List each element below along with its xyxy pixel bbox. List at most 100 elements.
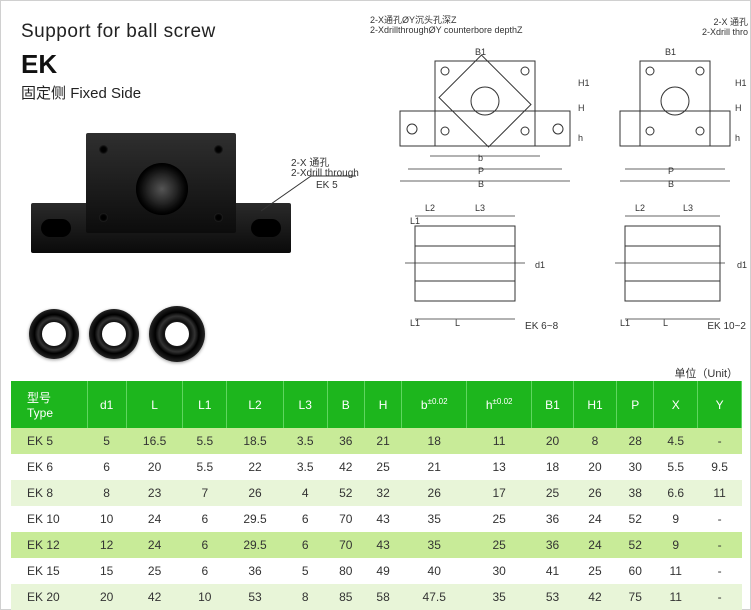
svg-text:P: P <box>478 166 484 176</box>
cell: 24 <box>573 506 616 532</box>
svg-text:B: B <box>668 179 674 189</box>
cell: 13 <box>467 454 532 480</box>
cell: 25 <box>467 506 532 532</box>
table-row: EK 5516.55.518.53.536211811208284.5- <box>11 428 742 454</box>
cell: 8 <box>87 480 126 506</box>
cell-type: EK 5 <box>11 428 87 454</box>
cell: 6 <box>183 506 227 532</box>
cell: 3.5 <box>283 454 327 480</box>
cell: 36 <box>532 506 574 532</box>
cell: 6 <box>87 454 126 480</box>
cell: 6 <box>283 506 327 532</box>
cell: 7 <box>183 480 227 506</box>
col-B1: B1 <box>532 381 574 428</box>
cell: 18 <box>532 454 574 480</box>
cell: 30 <box>467 558 532 584</box>
cell: 52 <box>617 532 654 558</box>
cell: 24 <box>126 532 183 558</box>
col-B: B <box>327 381 364 428</box>
cell: 9 <box>654 506 698 532</box>
table-row: EK 66205.5223.5422521131820305.59.5 <box>11 454 742 480</box>
svg-text:B1: B1 <box>475 47 486 57</box>
cell-type: EK 6 <box>11 454 87 480</box>
dimension-table: 型号Typed1LL1L2L3BHb±0.02h±0.02B1H1PXY EK … <box>11 381 742 610</box>
bracket-render <box>31 133 291 253</box>
col-type: 型号Type <box>11 381 87 428</box>
svg-text:L3: L3 <box>683 203 693 213</box>
svg-text:b: b <box>478 153 483 163</box>
cell: 35 <box>402 506 467 532</box>
cell: - <box>698 506 742 532</box>
cell: 11 <box>654 558 698 584</box>
cbore-label-en: 2-XdrillthroughØY counterbore depthZ <box>370 25 522 35</box>
page-root: Support for ball screw EK 固定侧 Fixed Side <box>0 0 751 610</box>
cell: 43 <box>364 506 401 532</box>
cell: 8 <box>283 584 327 610</box>
cell: 22 <box>227 454 284 480</box>
svg-text:d1: d1 <box>737 260 747 270</box>
table-row: EK 101024629.56704335253624529- <box>11 506 742 532</box>
col-L: L <box>126 381 183 428</box>
cell: 6.6 <box>654 480 698 506</box>
cell: 18.5 <box>227 428 284 454</box>
svg-text:B: B <box>478 179 484 189</box>
svg-text:L2: L2 <box>425 203 435 213</box>
cell: 4.5 <box>654 428 698 454</box>
svg-text:d1: d1 <box>535 260 545 270</box>
cell: 26 <box>227 480 284 506</box>
cell: 43 <box>364 532 401 558</box>
cell: 58 <box>364 584 401 610</box>
cell: - <box>698 532 742 558</box>
cell: 40 <box>402 558 467 584</box>
collar-1 <box>29 309 79 359</box>
cell: 42 <box>327 454 364 480</box>
svg-text:L: L <box>455 318 460 328</box>
cell: 26 <box>402 480 467 506</box>
svg-text:L1: L1 <box>620 318 630 328</box>
svg-text:L: L <box>663 318 668 328</box>
cell: 41 <box>532 558 574 584</box>
cell: - <box>698 584 742 610</box>
cell: 53 <box>532 584 574 610</box>
subtitle: 固定侧 Fixed Side <box>21 82 370 103</box>
cell: 8 <box>573 428 616 454</box>
cell: 6 <box>183 558 227 584</box>
cell: 10 <box>87 506 126 532</box>
cell: 12 <box>87 532 126 558</box>
cell-type: EK 15 <box>11 558 87 584</box>
col-Y: Y <box>698 381 742 428</box>
cell: 52 <box>327 480 364 506</box>
cell: 11 <box>654 584 698 610</box>
cell: 25 <box>364 454 401 480</box>
cell: 11 <box>467 428 532 454</box>
cell: 6 <box>283 532 327 558</box>
collar-3 <box>149 306 205 362</box>
cell: 5 <box>283 558 327 584</box>
cell: 47.5 <box>402 584 467 610</box>
cell: 29.5 <box>227 532 284 558</box>
svg-text:P: P <box>668 166 674 176</box>
table-row: EK 20204210538855847.53553427511- <box>11 584 742 610</box>
cell: 17 <box>467 480 532 506</box>
cell: - <box>698 558 742 584</box>
svg-text:B1: B1 <box>665 47 676 57</box>
svg-text:H1: H1 <box>735 78 747 88</box>
cell: 21 <box>364 428 401 454</box>
cell: 52 <box>617 506 654 532</box>
cell: 3.5 <box>283 428 327 454</box>
cell-type: EK 12 <box>11 532 87 558</box>
svg-text:L2: L2 <box>635 203 645 213</box>
col-L2: L2 <box>227 381 284 428</box>
cell-type: EK 10 <box>11 506 87 532</box>
cell: 24 <box>126 506 183 532</box>
cell: 49 <box>364 558 401 584</box>
collar-2 <box>89 309 139 359</box>
cell: 36 <box>327 428 364 454</box>
cell: 42 <box>126 584 183 610</box>
col-d1: d1 <box>87 381 126 428</box>
col-h: h±0.02 <box>467 381 532 428</box>
cell: 5 <box>87 428 126 454</box>
cell: 25 <box>126 558 183 584</box>
svg-text:H1: H1 <box>578 78 590 88</box>
cell: 25 <box>532 480 574 506</box>
